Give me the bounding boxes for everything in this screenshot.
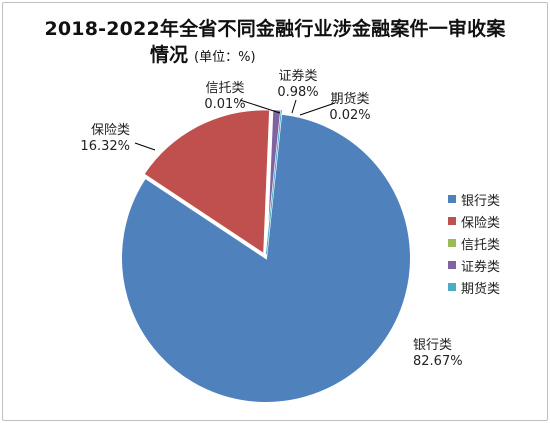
slice-label-name: 银行类 [413,338,452,353]
slice-label-value: 0.01% [204,97,245,112]
leader-line [134,142,156,151]
leader-line [239,99,281,114]
legend-item: 信托类 [448,232,500,254]
pie-slice-1 [120,112,412,404]
legend-label: 证券类 [461,259,501,275]
chart-title-line2: 情况 (单位：%) [150,40,256,67]
chart-title-continued: 情况 [150,44,189,66]
legend-swatch [448,283,456,291]
legend-swatch [448,195,456,203]
slice-label-value: 0.98% [277,85,318,100]
legend-item: 保险类 [448,210,500,232]
legend-item: 银行类 [448,188,500,210]
pie-slice-2 [142,108,272,257]
legend-swatch [448,217,456,225]
legend-label: 期货类 [461,281,501,297]
slice-label-name: 保险类 [91,123,130,138]
leader-line [291,99,297,114]
pie-slice-5 [265,109,282,255]
slice-label-value: 16.32% [80,139,130,154]
legend-label: 银行类 [461,193,501,209]
legend-label: 保险类 [461,215,501,231]
chart-title: 2018-2022年全省不同金融行业涉金融案件一审收案 [44,18,506,40]
unit-note: (单位：%) [194,50,256,65]
legend-item: 期货类 [448,276,500,298]
legend-swatch [448,261,456,269]
legend-label: 信托类 [461,237,501,253]
slice-label-value: 0.02% [329,108,370,123]
slice-label-value: 82.67% [413,354,463,369]
legend-item: 证券类 [448,254,500,276]
legend-swatch [448,239,456,247]
chart-legend: 银行类保险类信托类证券类期货类 [448,188,500,298]
leader-line [299,102,336,116]
slice-label-name: 证券类 [278,68,317,84]
slice-label-name: 信托类 [205,81,244,96]
slice-label-name: 期货类 [330,91,369,107]
